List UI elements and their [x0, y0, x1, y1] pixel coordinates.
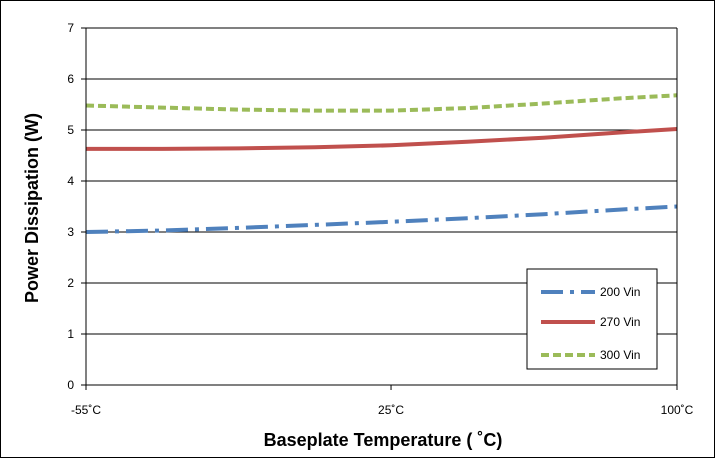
- series-line-0: [85, 204, 678, 234]
- y-tick-label-0: 0: [67, 378, 74, 392]
- x-axis-title: Baseplate Temperature ( ˚C): [264, 430, 503, 450]
- axes: [85, 27, 678, 390]
- y-tick-label-5: 5: [67, 123, 74, 137]
- legend-label-0: 200 Vin: [600, 285, 640, 299]
- x-tick-label-0: -55˚C: [71, 403, 101, 417]
- legend-box: [526, 268, 658, 370]
- series-line-2: [85, 93, 678, 113]
- x-tick-labels: -55˚C 25˚C 100˚C: [71, 403, 694, 417]
- y-tick-label-4: 4: [67, 174, 74, 188]
- series-lines: [85, 93, 678, 234]
- y-tick-label-1: 1: [67, 327, 74, 341]
- y-tick-label-6: 6: [67, 72, 74, 86]
- legend: 200 Vin 270 Vin 300 Vin: [526, 268, 658, 370]
- y-tick-label-2: 2: [67, 276, 74, 290]
- x-tick-label-2: 100˚C: [661, 403, 694, 417]
- y-axis-title: Power Dissipation (W): [22, 113, 42, 303]
- y-tick-label-3: 3: [67, 225, 74, 239]
- legend-label-1: 270 Vin: [600, 315, 640, 329]
- x-tick-label-1: 25˚C: [378, 403, 404, 417]
- series-line-1: [86, 127, 678, 151]
- legend-label-2: 300 Vin: [600, 348, 640, 362]
- y-tick-label-7: 7: [67, 21, 74, 35]
- y-tick-labels: 0 1 2 3 4 5 6 7: [67, 21, 74, 392]
